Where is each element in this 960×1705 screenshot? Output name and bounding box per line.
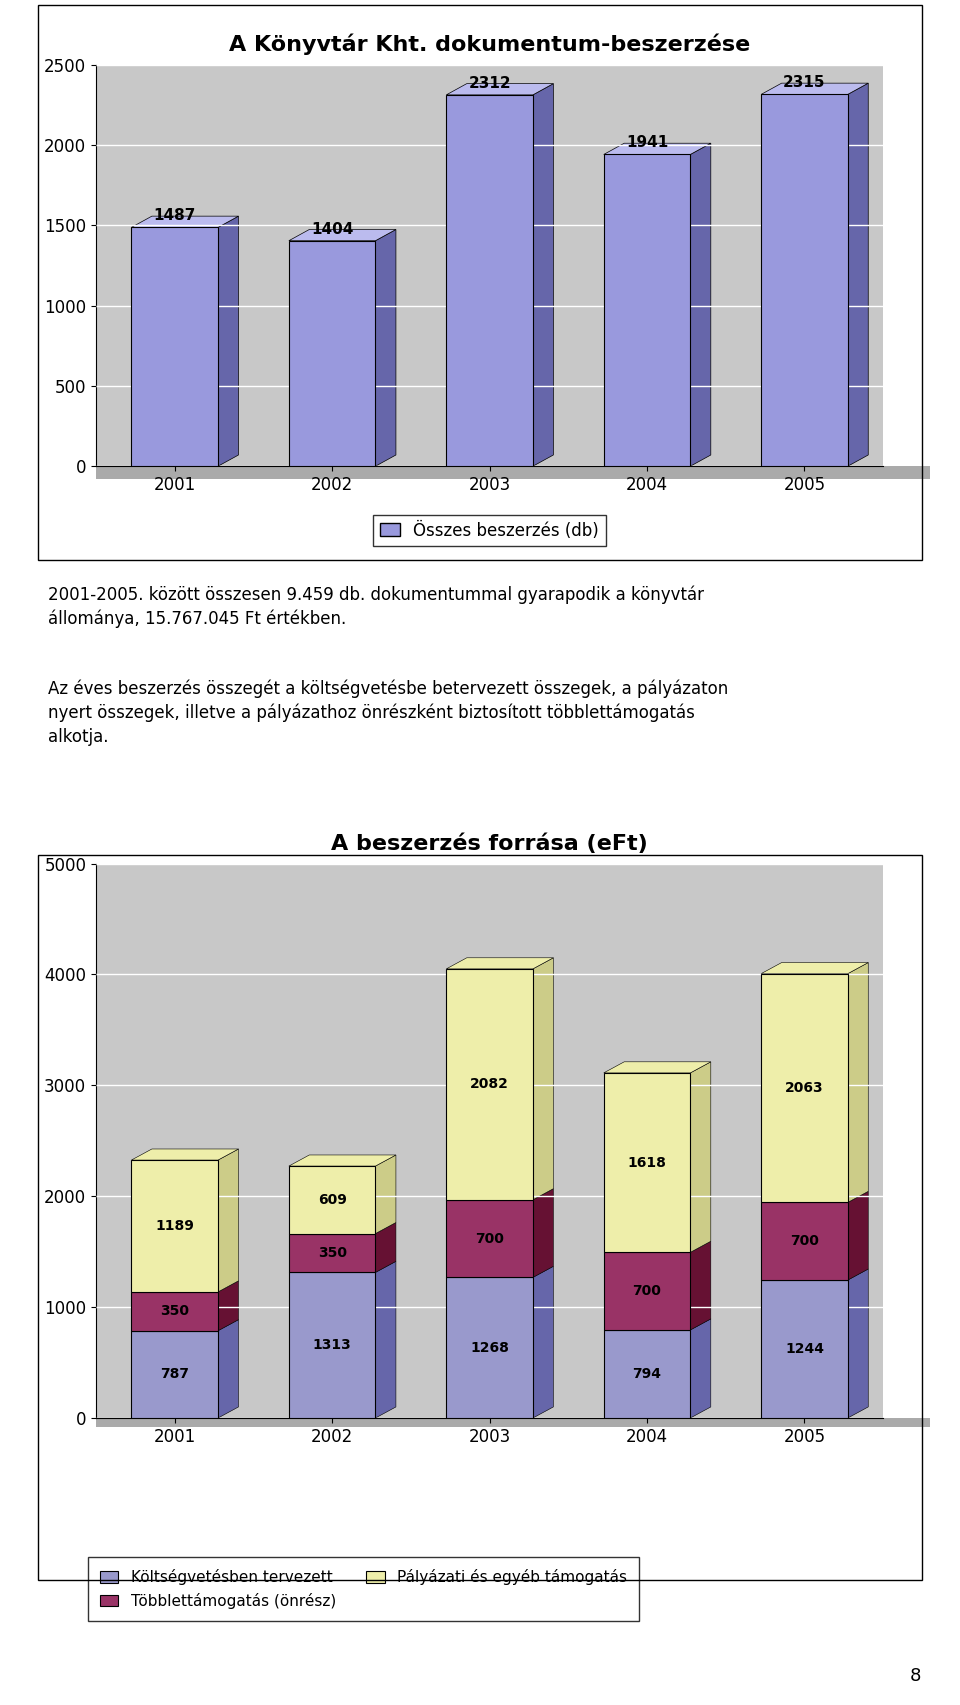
- Bar: [96, 465, 930, 479]
- Text: 350: 350: [160, 1304, 189, 1318]
- Text: 1268: 1268: [470, 1340, 509, 1355]
- Text: 2082: 2082: [470, 1078, 509, 1091]
- Bar: [289, 1272, 375, 1419]
- Text: 700: 700: [790, 1234, 819, 1248]
- Bar: [604, 155, 690, 465]
- Bar: [604, 1253, 690, 1330]
- Polygon shape: [289, 230, 396, 240]
- Polygon shape: [375, 1154, 396, 1234]
- Polygon shape: [848, 84, 868, 465]
- Legend: Költségvetésben tervezett, Többlettámogatás (önrész), Pályázati és egyéb támogat: Költségvetésben tervezett, Többlettámoga…: [88, 1557, 639, 1621]
- Text: 1404: 1404: [311, 222, 353, 237]
- Text: 1941: 1941: [626, 135, 668, 150]
- Bar: [446, 1200, 533, 1277]
- Bar: [604, 1072, 690, 1253]
- Polygon shape: [375, 1262, 396, 1419]
- Bar: [761, 974, 848, 1202]
- Polygon shape: [289, 1154, 396, 1166]
- Polygon shape: [218, 1280, 238, 1330]
- Bar: [289, 1234, 375, 1272]
- Polygon shape: [761, 963, 868, 974]
- Polygon shape: [218, 1149, 238, 1292]
- Bar: [446, 95, 533, 465]
- Bar: [604, 1330, 690, 1419]
- Polygon shape: [218, 1320, 238, 1419]
- Polygon shape: [218, 217, 238, 465]
- Polygon shape: [690, 1320, 710, 1419]
- Bar: [446, 1277, 533, 1419]
- Bar: [761, 94, 848, 465]
- Legend: Összes beszerzés (db): Összes beszerzés (db): [373, 515, 606, 546]
- Title: A beszerzés forrása (eFt): A beszerzés forrása (eFt): [331, 834, 648, 854]
- Text: 2312: 2312: [468, 75, 511, 90]
- Text: 2001-2005. között összesen 9.459 db. dokumentummal gyarapodik a könyvtár
állomán: 2001-2005. között összesen 9.459 db. dok…: [48, 585, 704, 629]
- Polygon shape: [690, 1241, 710, 1330]
- Polygon shape: [375, 230, 396, 465]
- Polygon shape: [848, 963, 868, 1202]
- Text: 8: 8: [910, 1666, 922, 1685]
- Bar: [289, 1166, 375, 1234]
- Bar: [761, 1202, 848, 1280]
- Text: 1618: 1618: [628, 1156, 666, 1170]
- Text: 794: 794: [633, 1367, 661, 1381]
- Polygon shape: [533, 958, 553, 1200]
- Polygon shape: [533, 1267, 553, 1419]
- Polygon shape: [533, 1188, 553, 1277]
- Polygon shape: [533, 84, 553, 465]
- Polygon shape: [132, 1149, 238, 1159]
- Polygon shape: [446, 958, 553, 968]
- Bar: [132, 1330, 218, 1419]
- Polygon shape: [604, 1062, 710, 1072]
- Polygon shape: [375, 1222, 396, 1272]
- Polygon shape: [446, 84, 553, 95]
- Text: 2315: 2315: [783, 75, 826, 90]
- Text: Az éves beszerzés összegét a költségvetésbe betervezett összegek, a pályázaton
n: Az éves beszerzés összegét a költségveté…: [48, 679, 729, 745]
- Text: 1313: 1313: [313, 1338, 351, 1352]
- Polygon shape: [848, 1269, 868, 1419]
- Bar: [132, 1292, 218, 1330]
- Polygon shape: [604, 143, 710, 155]
- Bar: [446, 968, 533, 1200]
- Polygon shape: [690, 1062, 710, 1253]
- Text: 1189: 1189: [156, 1219, 194, 1233]
- Bar: [289, 240, 375, 465]
- Polygon shape: [690, 143, 710, 465]
- Text: 787: 787: [160, 1367, 189, 1381]
- Polygon shape: [132, 217, 238, 227]
- Text: 1244: 1244: [785, 1342, 824, 1355]
- Bar: [96, 1419, 930, 1427]
- Title: A Könyvtár Kht. dokumentum-beszerzése: A Könyvtár Kht. dokumentum-beszerzése: [229, 34, 750, 55]
- Bar: [132, 227, 218, 465]
- Text: 350: 350: [318, 1246, 347, 1260]
- Text: 609: 609: [318, 1194, 347, 1207]
- Text: 700: 700: [633, 1284, 661, 1298]
- Text: 2063: 2063: [785, 1081, 824, 1095]
- Bar: [132, 1159, 218, 1292]
- Polygon shape: [848, 1192, 868, 1280]
- Text: 700: 700: [475, 1231, 504, 1246]
- Text: 1487: 1487: [154, 208, 196, 223]
- Polygon shape: [761, 84, 868, 94]
- Bar: [761, 1280, 848, 1419]
